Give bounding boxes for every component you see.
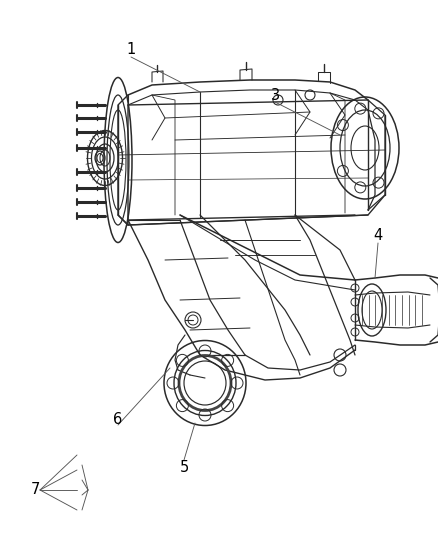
Text: 1: 1 (127, 43, 136, 58)
Text: 4: 4 (373, 228, 383, 243)
Text: 3: 3 (270, 87, 279, 102)
Text: 6: 6 (113, 413, 123, 427)
Text: 5: 5 (180, 461, 189, 475)
Text: 7: 7 (30, 482, 40, 497)
